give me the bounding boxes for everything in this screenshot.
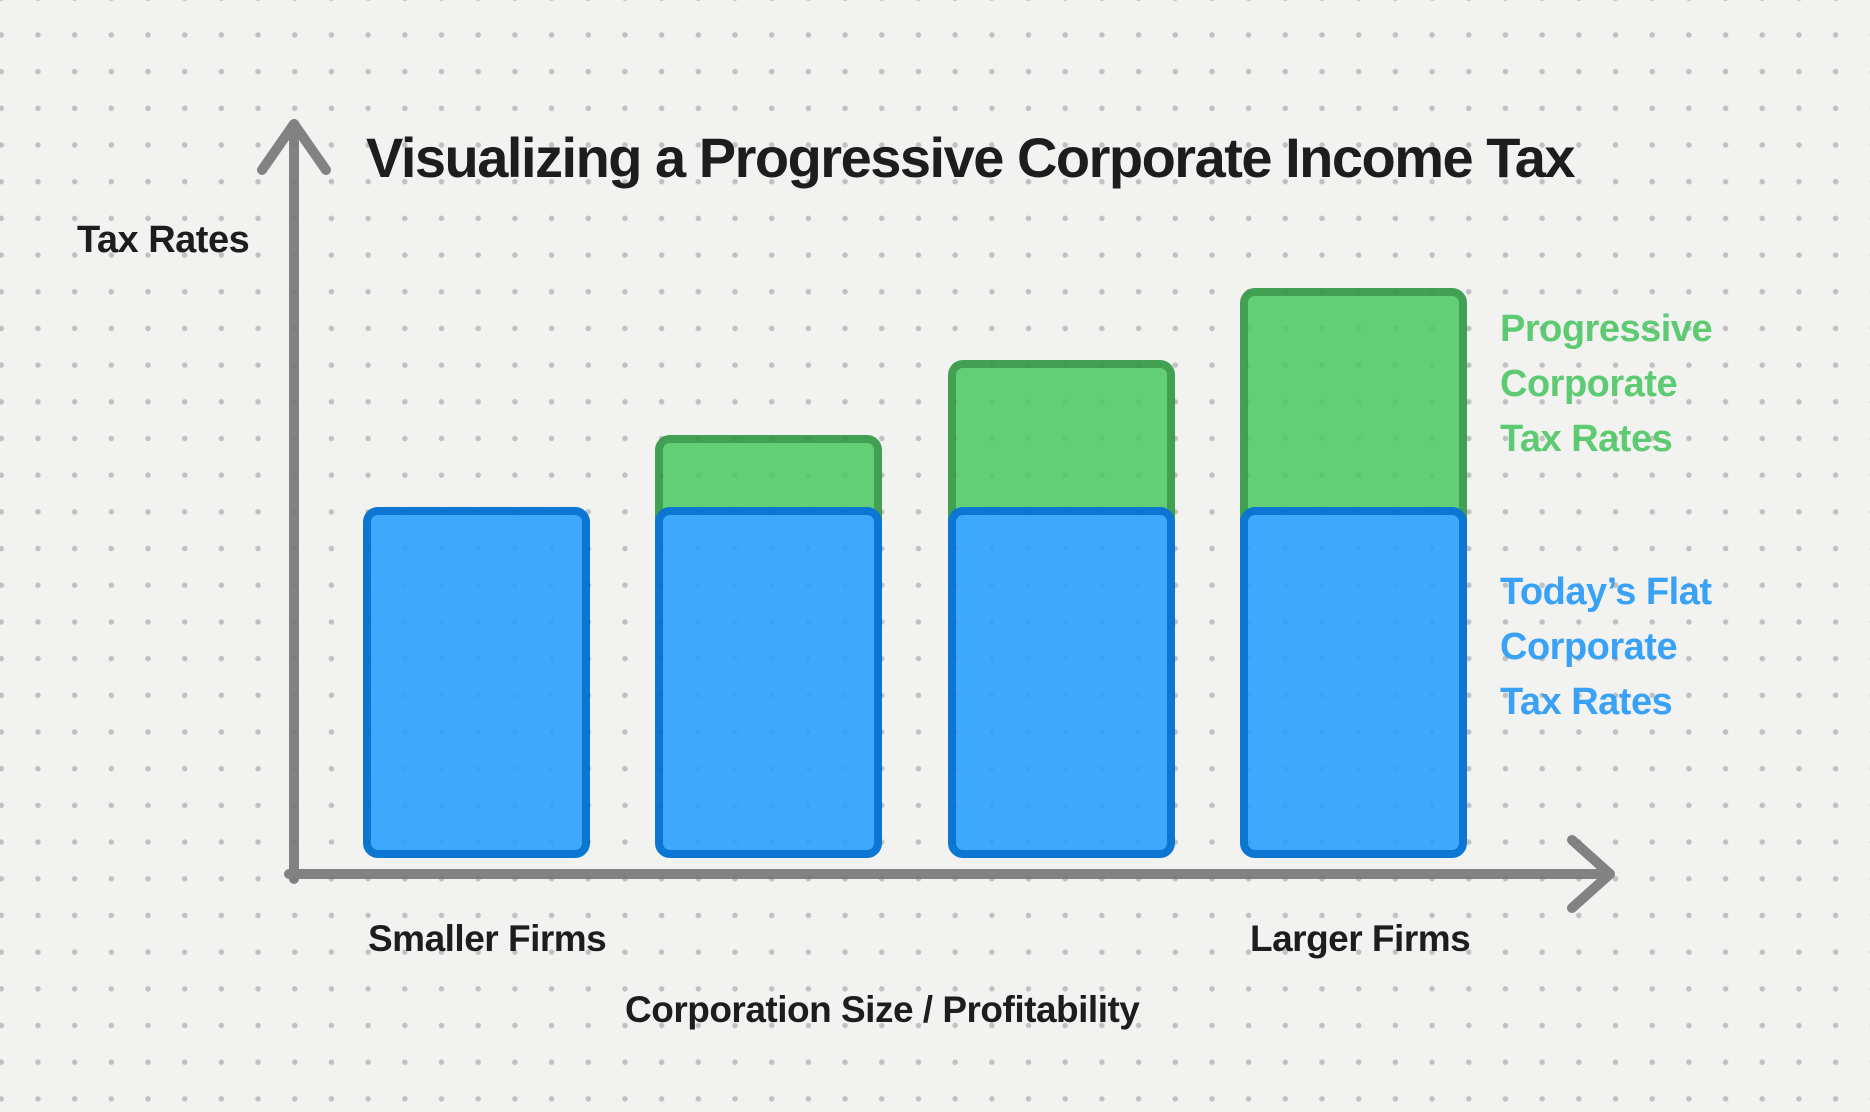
legend-flat-line-2: Corporate	[1500, 626, 1678, 668]
chart-title: Visualizing a Progressive Corporate Inco…	[366, 126, 1576, 189]
legend-progressive-line-1: Progressive	[1500, 308, 1713, 350]
bar-flat-segment	[363, 507, 590, 858]
bar-flat-segment	[948, 507, 1175, 858]
legend-progressive-line-2: Corporate	[1500, 363, 1678, 405]
x-label-smaller-firms: Smaller Firms	[368, 918, 607, 959]
y-axis-arrowhead-icon	[257, 119, 331, 175]
legend-flat: Today’s Flat Corporate Tax Rates	[1500, 565, 1712, 730]
y-axis-label: Tax Rates	[77, 219, 250, 261]
legend-flat-line-1: Today’s Flat	[1500, 571, 1712, 613]
x-axis-title: Corporation Size / Profitability	[625, 989, 1140, 1030]
x-label-larger-firms: Larger Firms	[1250, 918, 1471, 959]
bar-flat-segment	[655, 507, 882, 858]
legend-flat-line-3: Tax Rates	[1500, 681, 1673, 723]
legend-progressive-line-3: Tax Rates	[1500, 418, 1673, 460]
bar-flat-segment	[1240, 507, 1467, 858]
x-axis-arrowhead-icon	[1567, 835, 1615, 913]
legend-progressive: Progressive Corporate Tax Rates	[1500, 302, 1713, 467]
